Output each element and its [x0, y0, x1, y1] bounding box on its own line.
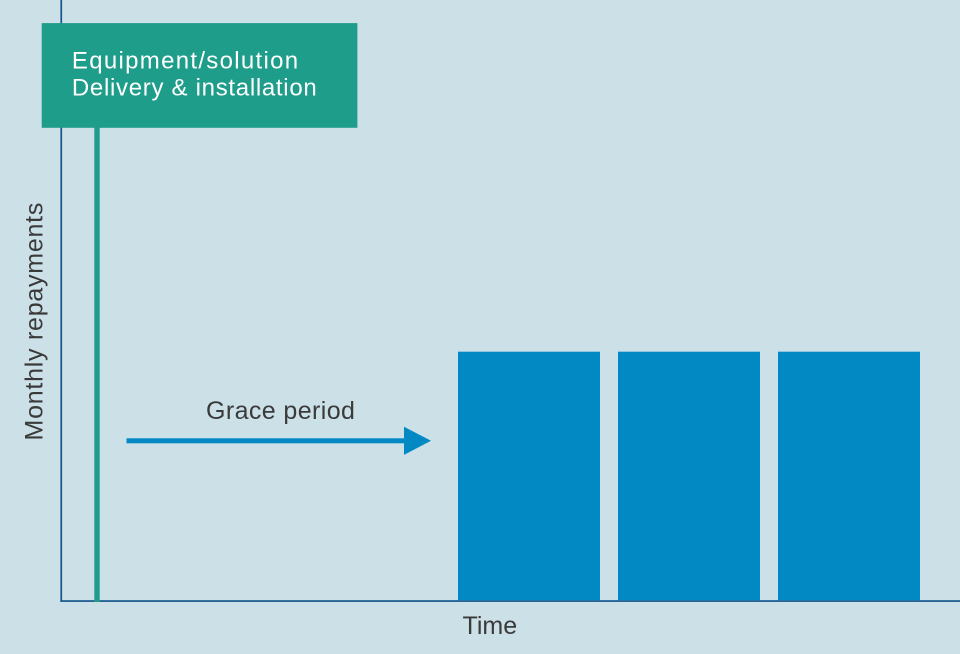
svg-text:Time: Time	[463, 612, 518, 640]
svg-text:Grace period: Grace period	[206, 397, 355, 425]
svg-text:Delivery & installation: Delivery & installation	[72, 75, 318, 102]
svg-text:Equipment/solution: Equipment/solution	[72, 47, 300, 74]
svg-text:Monthly repayments: Monthly repayments	[21, 202, 49, 441]
